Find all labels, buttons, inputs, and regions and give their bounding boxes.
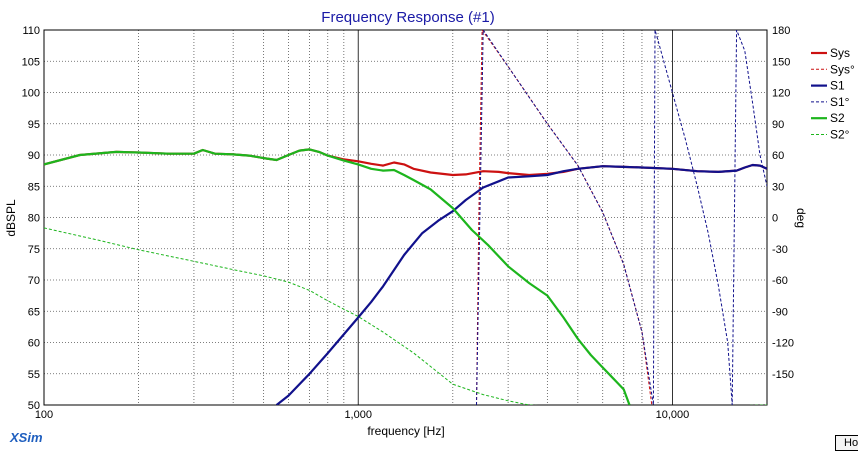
x-axis-ticks: 100 1,000 10,000 bbox=[35, 409, 689, 421]
legend-label: S1 bbox=[830, 79, 845, 93]
legend-label: S1° bbox=[830, 95, 850, 109]
y2-tick-label: -90 bbox=[772, 306, 788, 318]
y2-tick-label: 60 bbox=[772, 150, 784, 162]
y-tick-label: 55 bbox=[28, 369, 40, 381]
y2-tick-label: 90 bbox=[772, 119, 784, 131]
y2-axis-label: deg bbox=[794, 208, 808, 228]
y-tick-label: 80 bbox=[28, 213, 40, 225]
y-axis-ticks: 110 105 100 95 90 85 80 75 70 65 60 55 50 bbox=[22, 25, 40, 412]
y-tick-label: 85 bbox=[28, 181, 40, 193]
plot-grid bbox=[43, 29, 768, 406]
y-tick-label: 110 bbox=[22, 25, 40, 37]
y-tick-label: 90 bbox=[28, 150, 40, 162]
x-tick-label: 10,000 bbox=[656, 409, 690, 421]
y-tick-label: 95 bbox=[28, 119, 40, 131]
y2-tick-label: -60 bbox=[772, 275, 788, 287]
series-lines bbox=[44, 30, 767, 405]
y2-tick-label: -120 bbox=[772, 338, 794, 350]
legend-label: Sys bbox=[830, 46, 850, 60]
y2-tick-label: 180 bbox=[772, 25, 790, 37]
y-tick-label: 65 bbox=[28, 306, 40, 318]
y2-tick-label: 150 bbox=[772, 56, 790, 68]
app-brand-logo: XSim bbox=[9, 430, 43, 445]
corner-button[interactable]: Ho bbox=[835, 435, 858, 451]
y2-tick-label: 30 bbox=[772, 181, 784, 193]
series-line-4 bbox=[476, 30, 767, 405]
y-axis-label: dBSPL bbox=[4, 199, 18, 237]
series-line-6 bbox=[44, 227, 767, 405]
y-tick-label: 60 bbox=[28, 338, 40, 350]
legend-label: Sys° bbox=[830, 62, 855, 76]
y-tick-label: 105 bbox=[22, 56, 40, 68]
y2-tick-label: -30 bbox=[772, 244, 788, 256]
series-line-3 bbox=[275, 163, 767, 405]
y2-tick-label: -150 bbox=[772, 369, 794, 381]
y2-tick-label: 120 bbox=[772, 88, 790, 100]
x-tick-label: 1,000 bbox=[344, 409, 372, 421]
chart-title: Frequency Response (#1) bbox=[321, 9, 494, 26]
legend-label: S2° bbox=[830, 128, 850, 142]
series-line-2 bbox=[476, 30, 653, 405]
x-tick-label: 100 bbox=[35, 409, 53, 421]
y-tick-label: 75 bbox=[28, 244, 40, 256]
y-tick-label: 50 bbox=[28, 400, 40, 412]
x-axis-label: frequency [Hz] bbox=[367, 424, 444, 438]
legend-label: S2 bbox=[830, 111, 845, 125]
legend: Sys Sys° S1 S1° S2 S2° bbox=[811, 46, 855, 142]
plot-frame bbox=[43, 29, 768, 406]
y2-axis-ticks: 180 150 120 90 60 30 0 -30 -60 -90 -120 -150 bbox=[772, 25, 794, 381]
y2-tick-label: 0 bbox=[772, 213, 778, 225]
y-tick-label: 100 bbox=[22, 88, 40, 100]
y-tick-label: 70 bbox=[28, 275, 40, 287]
plot-area bbox=[43, 29, 768, 406]
series-line-5 bbox=[44, 148, 631, 405]
